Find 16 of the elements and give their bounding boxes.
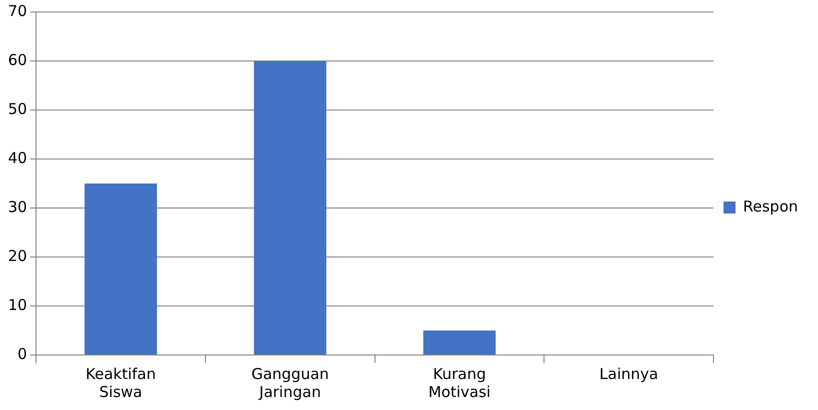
- x-tick-label: Kurang Motivasi: [428, 364, 491, 401]
- y-tick-label: 70: [8, 2, 28, 20]
- y-tick-label: 30: [8, 198, 28, 216]
- x-tick-label: Gangguan Jaringan: [251, 364, 329, 401]
- y-tick-label: 50: [8, 100, 28, 118]
- legend-label: Respon: [743, 197, 798, 216]
- bar: [423, 330, 496, 354]
- y-tick-label: 20: [8, 246, 28, 265]
- y-tick-label: 40: [8, 148, 28, 167]
- bar: [254, 61, 326, 354]
- y-tick-label: 0: [18, 344, 28, 363]
- x-tick-label: Keaktifan Siswa: [86, 364, 156, 401]
- y-tick-label: 10: [8, 296, 28, 314]
- y-tick-label: 60: [8, 50, 28, 69]
- x-tick-label: Lainnya: [599, 364, 658, 383]
- bar: [84, 184, 157, 354]
